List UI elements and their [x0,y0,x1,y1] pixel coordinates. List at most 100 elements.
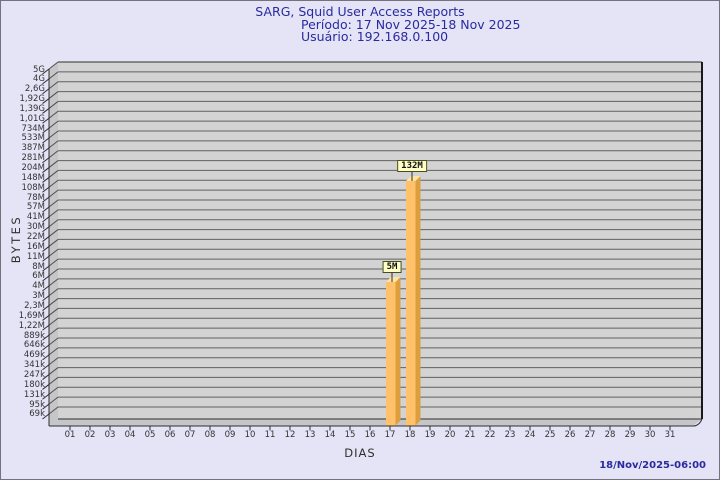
y-tick-label: 148M [21,172,45,183]
x-tick-label: 18 [404,430,416,440]
page-title: SARG, Squid User Access Reports [255,4,465,19]
wall-grid-connector [48,81,59,90]
wall-grid-connector [48,298,59,306]
wall-grid-connector [48,130,59,139]
y-tick-label: 2,6G [24,84,45,95]
y-tick-mark [42,354,50,361]
floor [49,419,702,426]
report-user: Usuário: 192.168.0.100 [301,29,449,44]
y-tick-mark [42,236,50,242]
y-tick-label: 5G [33,64,45,75]
y-tick-mark [42,334,50,341]
x-tick-label: 19 [424,430,436,440]
wall-grid-connector [48,406,59,415]
bar-top-face [406,176,421,182]
wall-grid-connector [48,189,59,198]
x-tick-label: 11 [264,430,276,440]
x-tick-label: 14 [324,430,336,440]
y-tick-mark [42,157,50,164]
y-tick-label: 1,39G [19,103,45,114]
x-tick-label: 01 [64,430,76,440]
wall-grid-connector [48,199,59,208]
x-tick-label: 05 [144,430,156,440]
wall-grid-connector [48,288,59,297]
y-tick-mark [42,384,50,390]
x-tick-label: 09 [224,430,236,440]
y-tick-label: 8M [32,261,45,272]
y-tick-label: 180k [23,379,45,390]
x-tick-label: 06 [164,430,176,440]
wall-grid-connector [48,278,59,287]
wall-grid-connector [48,170,59,178]
x-tick-label: 13 [304,430,316,440]
x-axis-title: DIAS [344,446,376,460]
bar-value-label: 5M [382,260,402,273]
y-tick-label: 646k [23,340,45,351]
wall-grid-connector [48,357,59,366]
x-tick-label: 25 [544,430,556,440]
generation-timestamp: 18/Nov/2025-06:00 [599,460,706,471]
bar [386,281,396,426]
y-tick-label: 69k [29,409,45,420]
wall-grid-connector [48,347,59,356]
y-tick-mark [42,127,50,134]
y-tick-label: 1,92G [19,94,45,105]
x-tick-label: 26 [564,430,576,440]
y-tick-mark [42,167,50,173]
x-tick-label: 07 [184,430,196,440]
bar-side-face [395,276,401,426]
x-tick-label: 31 [664,430,676,440]
y-tick-mark [42,255,50,262]
x-tick-label: 12 [284,430,296,440]
wall-grid-connector [48,377,59,385]
y-tick-mark [42,88,50,95]
wall-grid-connector [48,268,59,277]
wall-grid-connector [48,386,59,395]
x-tick-label: 17 [384,430,396,440]
y-tick-label: 247k [23,370,45,381]
wall-grid-connector [48,308,59,316]
wall-grid-connector [48,248,59,257]
y-tick-label: 57M [26,202,45,213]
wall-grid-connector [48,337,59,346]
y-tick-label: 41M [26,212,45,223]
y-tick-mark [42,285,50,292]
y-tick-mark [42,275,50,282]
x-tick-label: 15 [344,430,356,440]
wall-grid-connector [48,110,59,119]
wall-grid-connector [48,160,59,168]
wall-grid-connector [48,71,59,80]
bar-side-face [415,176,421,426]
x-tick-label: 24 [524,430,536,440]
x-tick-label: 28 [604,430,616,440]
y-tick-mark [42,246,50,252]
y-tick-label: 734M [21,123,45,134]
y-tick-mark [42,265,50,272]
wall-grid-connector [48,61,59,70]
y-tick-mark [42,413,50,420]
y-tick-mark [42,344,50,351]
y-tick-label: 6M [32,271,45,282]
y-tick-mark [42,216,50,223]
y-tick-label: 1,22M [18,320,45,331]
wall-grid-connector [48,396,59,405]
y-tick-mark [42,68,50,75]
y-tick-mark [42,117,50,124]
y-tick-label: 4M [32,281,45,292]
y-tick-label: 1,69M [18,310,45,321]
x-tick-label: 21 [464,430,476,440]
x-tick-label: 16 [364,430,376,440]
floor-front-edge [49,418,703,427]
wall-grid-connector [48,219,59,228]
wall-grid-connector [48,327,59,336]
y-tick-mark [42,295,50,302]
wall-grid-connector [48,258,59,267]
y-tick-mark [42,108,50,114]
wall-grid-connector [48,120,59,129]
y-tick-mark [42,98,50,104]
y-tick-mark [42,147,50,154]
y-tick-label: 204M [21,163,45,174]
y-tick-mark [42,226,50,233]
x-tick-label: 03 [104,430,116,440]
